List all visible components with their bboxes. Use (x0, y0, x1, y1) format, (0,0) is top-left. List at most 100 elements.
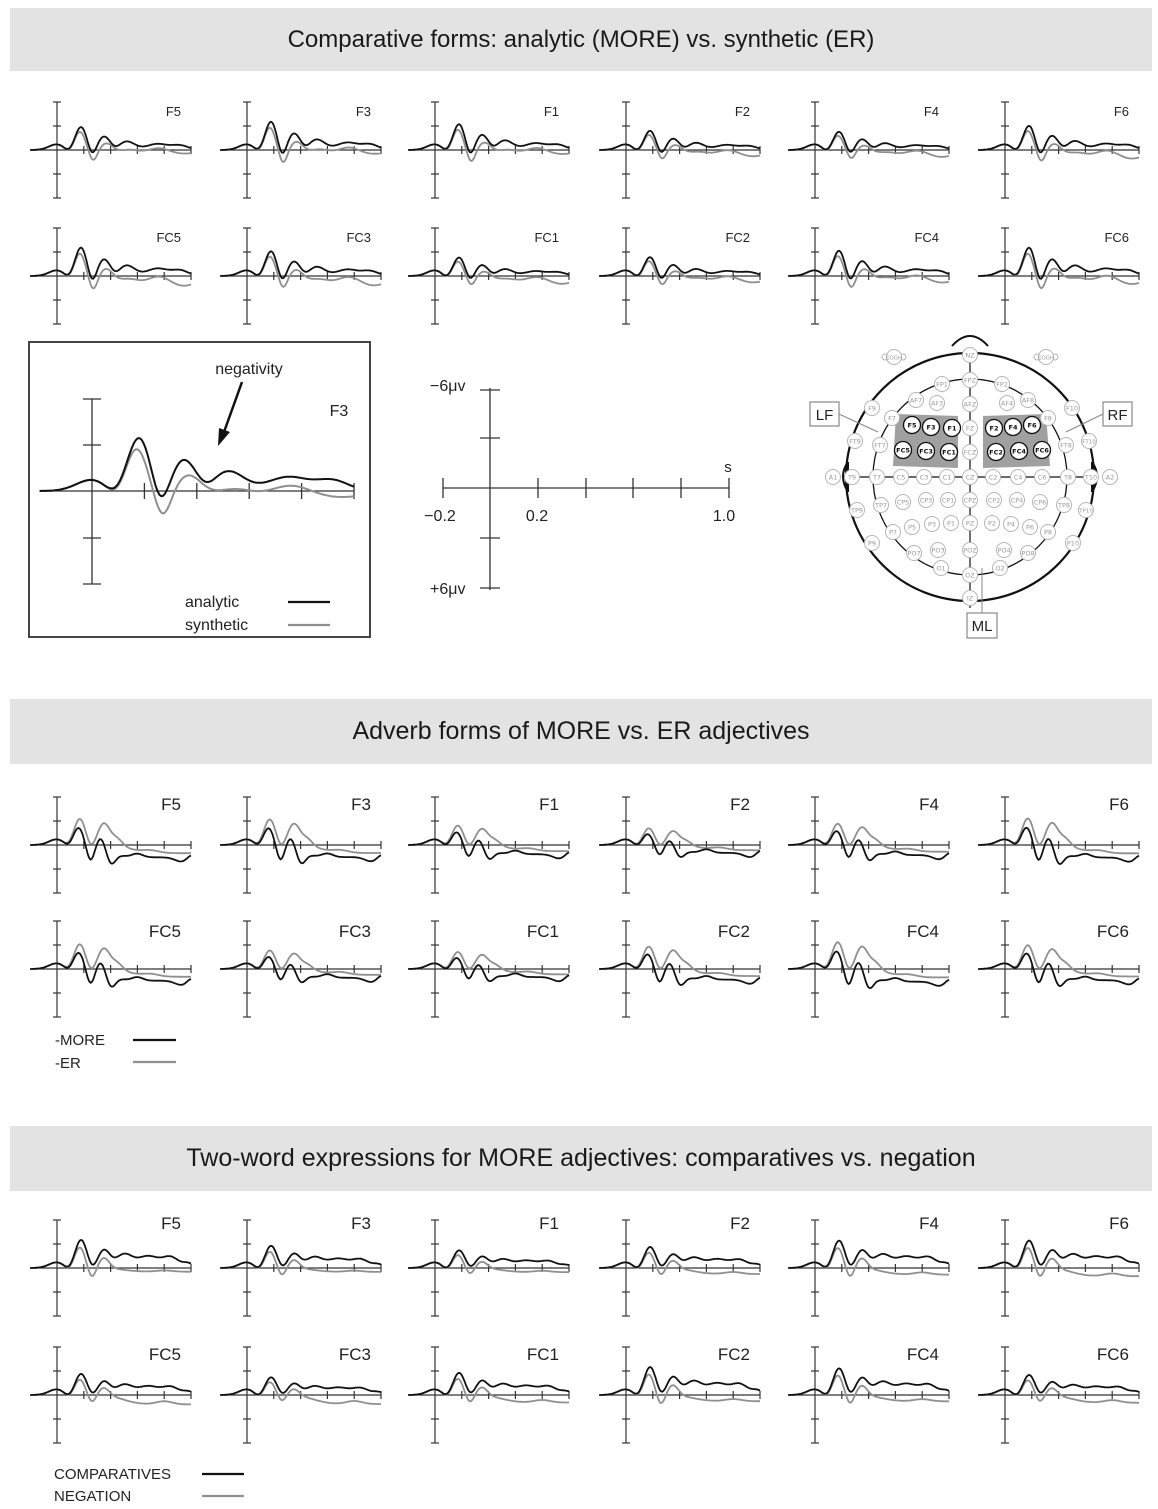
electrode-tp9: TP9 (849, 502, 865, 518)
electrode-cp3: CP3 (918, 492, 934, 508)
erp-panel-f1: F1 (408, 101, 570, 199)
region-line-rf (1065, 413, 1104, 433)
electrode-af3: AF3 (929, 395, 945, 411)
waveform-comparatives-f6 (978, 1239, 1140, 1269)
region-line-lf (838, 413, 879, 433)
svg-text:AF7: AF7 (910, 397, 922, 405)
waveform-grids: F5 F3 F1 F2 F4 F6 FC5 FC3 FC1 FC2 FC4 FC6 F5 F3 F1 F2 F4… (30, 101, 1140, 1444)
panel-label-fc1: FC1 (527, 1345, 559, 1364)
region-label-rf: RF (1108, 407, 1128, 424)
electrode-c2: C2 (985, 469, 1001, 485)
svg-text:CPZ: CPZ (964, 497, 977, 505)
svg-text:C6: C6 (1038, 474, 1047, 482)
erp-panel-fc6: FC6 (978, 920, 1140, 1018)
panel-label-fc2: FC2 (725, 230, 750, 245)
electrode-p2: P2 (984, 515, 1000, 531)
svg-text:O2: O2 (995, 565, 1004, 573)
electrode-p6: P6 (1022, 519, 1038, 535)
electrode-p4: P4 (1003, 516, 1019, 532)
legend-more-label: -MORE (55, 1032, 105, 1049)
electrode-tp7: TP7 (873, 497, 889, 513)
electrode-f3: F3 (921, 417, 941, 437)
svg-text:OZ: OZ (965, 572, 975, 580)
electrode-p8: P8 (1040, 524, 1056, 540)
erp-panel-f3: F3 (220, 795, 382, 894)
svg-text:A1: A1 (829, 474, 838, 482)
scale-x-unit-label: s (724, 459, 732, 476)
svg-text:FC1: FC1 (942, 449, 956, 457)
svg-text:TP8: TP8 (1057, 502, 1070, 510)
svg-text:CP3: CP3 (920, 497, 933, 505)
electrode-nz: NZ (962, 347, 978, 363)
waveform-analytic-f6 (978, 124, 1140, 154)
svg-text:C1: C1 (943, 474, 952, 482)
erp-panel-f4: F4 (788, 1214, 950, 1317)
electrode-af4: AF4 (999, 395, 1015, 411)
region-label-lf: LF (816, 407, 834, 424)
erp-panel-f6: F6 (978, 1214, 1140, 1317)
inset-electrode-label: F3 (330, 403, 349, 420)
electrode-ft7: FT7 (872, 437, 888, 453)
waveform-more-fc3 (220, 956, 382, 984)
panel-label-fc2: FC2 (718, 1345, 750, 1364)
svg-text:FC4: FC4 (1012, 448, 1026, 456)
svg-text:TP7: TP7 (874, 502, 887, 510)
electrode-af8: AF8 (1020, 392, 1036, 408)
electrode-tp10: TP10 (1078, 502, 1094, 518)
electrode-cp2: CP2 (986, 492, 1002, 508)
electrode-iz: IZ (962, 590, 978, 606)
svg-text:F4: F4 (1009, 424, 1018, 432)
electrode-eogh_r: EOGH (1033, 349, 1059, 365)
svg-text:AF4: AF4 (1001, 400, 1013, 408)
erp-panel-fc2: FC2 (599, 227, 761, 325)
svg-text:FC3: FC3 (919, 448, 933, 456)
electrode-o1: O1 (933, 560, 949, 576)
panel-label-f6: F6 (1109, 1214, 1129, 1233)
electrode-fpz: FPZ (962, 372, 978, 388)
panel-label-f3: F3 (351, 1214, 371, 1233)
svg-text:F2: F2 (990, 425, 999, 433)
electrode-cp5: CP5 (895, 494, 911, 510)
scale-x-mid-label: 0.2 (526, 508, 548, 525)
electrode-a1: A1 (825, 469, 841, 485)
panel-label-fc6: FC6 (1097, 1345, 1129, 1364)
svg-text:O1: O1 (936, 565, 945, 573)
annotation-arrow-head (218, 428, 230, 446)
waveform-negation-fc3 (220, 1381, 381, 1405)
waveform-analytic-fc3 (220, 250, 382, 280)
svg-text:FP1: FP1 (936, 381, 948, 389)
svg-text:PO7: PO7 (907, 550, 920, 558)
panel-label-f6: F6 (1109, 795, 1129, 814)
svg-text:FT10: FT10 (1082, 440, 1096, 446)
svg-text:P3: P3 (928, 521, 936, 529)
section-title-comparative-forms: Comparative forms: analytic (MORE) vs. s… (10, 8, 1152, 71)
svg-text:T10: T10 (1084, 474, 1097, 482)
electrode-po8: PO8 (1020, 545, 1036, 561)
legend-negation-label: NEGATION (54, 1488, 131, 1505)
electrode-cpz: CPZ (962, 492, 978, 508)
electrode-fcz: FCZ (962, 444, 978, 460)
inset-annotation-negativity: negativity (215, 361, 283, 378)
erp-panel-fc3: FC3 (220, 1345, 382, 1444)
panel-label-fc2: FC2 (718, 922, 750, 941)
erp-panel-f1: F1 (408, 795, 570, 894)
panel-label-f1: F1 (539, 1214, 559, 1233)
waveform-analytic-fc1 (408, 256, 570, 279)
svg-text:AFZ: AFZ (964, 401, 977, 409)
electrode-f2: F2 (984, 418, 1004, 438)
erp-panel-f4: F4 (788, 795, 950, 894)
svg-text:CP2: CP2 (988, 497, 1001, 505)
scale-x-start-label: −0.2 (424, 508, 456, 525)
erp-panel-f6: F6 (978, 101, 1140, 199)
electrode-fz: FZ (962, 420, 978, 436)
panel-label-f2: F2 (730, 795, 750, 814)
waveform-comparatives-f4 (788, 1239, 950, 1269)
legend-comparatives-label: COMPARATIVES (54, 1466, 171, 1483)
waveform-analytic-fc6 (978, 246, 1140, 280)
svg-text:P2: P2 (988, 520, 996, 528)
electrode-c6: C6 (1034, 469, 1050, 485)
panel-label-f5: F5 (166, 104, 181, 119)
svg-text:T8: T8 (1063, 474, 1072, 482)
svg-text:P6: P6 (1026, 524, 1034, 532)
inset-frame (28, 341, 371, 638)
